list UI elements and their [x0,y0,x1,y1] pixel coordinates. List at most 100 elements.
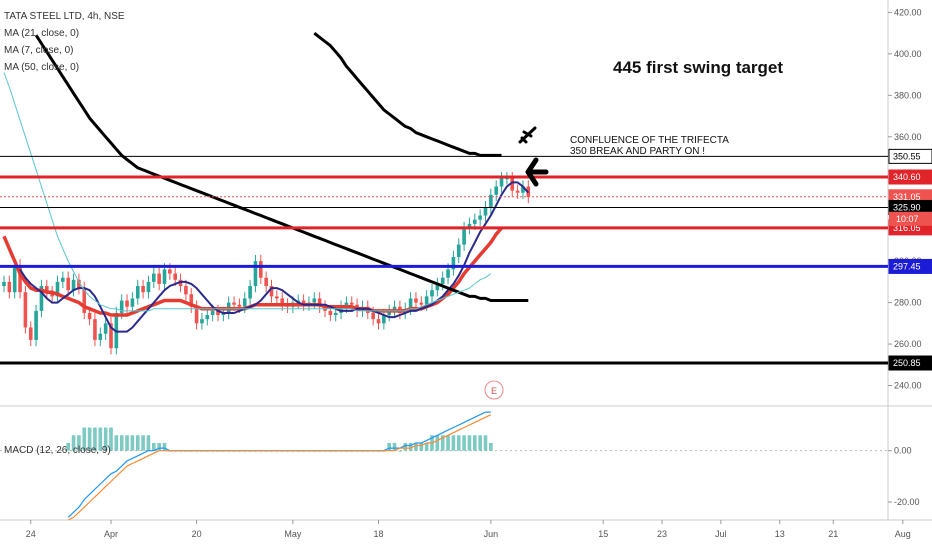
candle-body [430,290,434,297]
candle-body [473,219,477,224]
target-annotation: 445 first swing target [613,58,784,77]
candle-body [200,319,204,324]
time-tick-label: Aug [895,529,911,539]
time-tick-label: 18 [373,529,383,539]
study-ma7: MA (7, close, 0) [4,45,74,56]
candle-body [55,281,60,297]
time-tick-label: 15 [598,529,608,539]
price-tick-label: 400.00 [894,49,922,59]
time-tick-label: May [284,529,302,539]
symbol-title: TATA STEEL LTD, 4h, NSE [4,11,125,22]
candle-body [371,312,375,320]
candle-body [451,256,456,270]
time-tick-label: Jul [715,529,727,539]
time-tick-label: 21 [828,529,838,539]
price-tick-label: 360.00 [894,132,922,142]
candle-body [50,292,54,297]
price-tick-label: 240.00 [894,380,922,390]
candle-body [333,312,338,316]
candle-body [119,300,124,313]
candle-body [168,269,172,274]
candle-body [125,300,129,307]
ma50-line [34,34,529,302]
candle-body [152,273,156,282]
candle-body [98,333,103,340]
candle-body [275,296,279,299]
price-tick-label: 380.00 [894,90,922,100]
candle-body [135,286,140,299]
confluence-line-2: 350 BREAK AND PARTY ON ! [570,146,706,157]
macd-histogram-bar [424,442,429,451]
macd-histogram-bar [435,435,440,451]
macd-histogram-bar [408,442,413,451]
candle-body [87,312,92,320]
candle-body [478,215,482,220]
study-ma50: MA (50, close, 0) [4,62,80,73]
candle-body [157,273,161,284]
earnings-marker [484,380,504,400]
macd-histogram-bar [483,435,488,451]
macd-histogram-bar [440,435,445,451]
candle-body [109,323,113,349]
candle-body [499,178,504,187]
candle-body [141,286,145,293]
ma50-upper-line [313,32,502,157]
macd-histogram-bar [478,435,482,451]
candle-body [77,279,81,289]
candle-body [317,298,322,307]
candle-body [515,190,520,193]
candle-body [467,223,472,228]
candle-body [435,283,440,291]
candle-body [312,298,317,303]
macd-histogram-bar [87,427,92,451]
macd-histogram-bar [146,435,151,451]
macd-tick-label: 0.00 [894,446,912,456]
confluence-line-1: CONFLUENCE OF THE TRIFECTA [570,135,729,146]
candle-body [162,269,167,284]
macd-histogram-bar [125,435,129,451]
macd-histogram-bar [109,427,113,451]
candle-body [237,304,242,307]
macd-histogram-bar [93,427,97,451]
time-tick-label: Jun [484,529,499,539]
macd-histogram-bar [130,435,135,451]
candle-body [189,294,194,307]
price-label: 350.55 [893,151,921,161]
teal-ma-line [3,72,492,312]
macd-histogram-bar [162,442,167,451]
candle-body [34,310,38,340]
macd-histogram-bar [82,427,87,451]
candle-body [146,281,151,293]
time-tick-label: 24 [26,529,36,539]
airplane-icon [518,126,537,144]
candle-body [483,207,488,216]
candle-body [23,292,28,328]
study-ma21: MA (21, close, 0) [4,28,80,39]
price-tick-label: 420.00 [894,7,922,17]
macd-histogram-bar [456,435,461,451]
price-label-box [888,258,932,274]
candle-body [7,281,12,293]
countdown-label: 10:07 [896,214,919,224]
ma7-line [19,181,530,333]
candle-body [259,261,263,278]
price-tick-label: 260.00 [894,339,922,349]
candle-body [130,298,135,307]
candle-body [61,277,65,282]
candle-body [510,178,515,191]
macd-histogram-bar [451,435,456,451]
price-label: 340.60 [893,172,921,182]
macd-histogram-bar [119,435,124,451]
macd-histogram-bar [98,427,103,451]
candle-body [216,310,220,316]
candle-body [12,265,17,293]
macd-histogram-bar [403,442,408,451]
macd-histogram-bar [419,442,424,451]
candle-body [376,319,381,324]
candle-body [184,286,188,295]
macd-histogram-bar [462,435,466,451]
macd-histogram-bar [467,435,472,451]
price-label: 331.05 [893,192,921,202]
macd-histogram-bar [152,442,156,451]
